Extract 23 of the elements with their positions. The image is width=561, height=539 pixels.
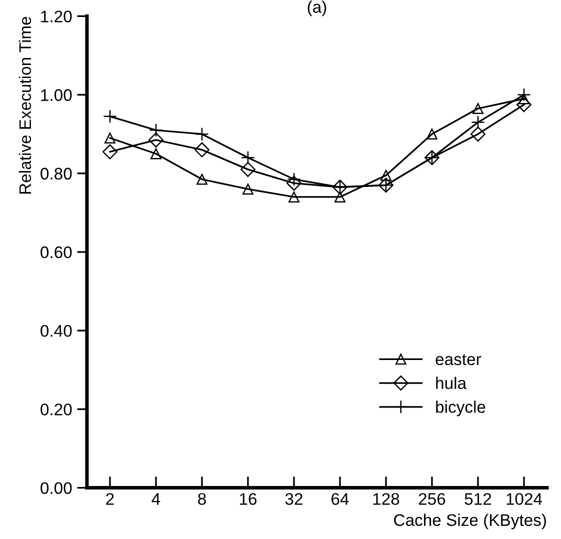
legend-label: easter	[436, 354, 482, 366]
y-tick-label: 0.60	[40, 246, 72, 258]
x-tick-label: 32	[285, 493, 302, 505]
legend-label: hula	[436, 376, 467, 390]
x-tick-label: 4	[152, 493, 160, 505]
y-tick-label: 0.00	[40, 482, 72, 494]
x-tick-label: 256	[418, 493, 446, 505]
x-tick-label: 2	[106, 493, 114, 505]
x-tick-label: 512	[464, 493, 492, 505]
x-tick-label: 8	[198, 493, 206, 505]
chart-title: (a)	[308, 0, 326, 16]
y-tick-label: 0.20	[40, 404, 72, 416]
y-axis-title: Relative Execution Time	[18, 16, 32, 194]
y-tick-label: 1.00	[41, 89, 72, 101]
x-axis-title: Cache Size (KBytes)	[394, 514, 546, 530]
x-tick-label: 16	[240, 493, 256, 505]
legend-label: bicycle	[436, 400, 486, 416]
x-tick-label: 128	[373, 493, 400, 505]
x-tick-label: 64	[332, 493, 349, 505]
x-tick-label: 1024	[506, 493, 542, 505]
y-tick-label: 0.80	[40, 168, 72, 180]
y-tick-label: 1.20	[41, 10, 72, 22]
y-tick-label: 0.40	[40, 324, 72, 337]
